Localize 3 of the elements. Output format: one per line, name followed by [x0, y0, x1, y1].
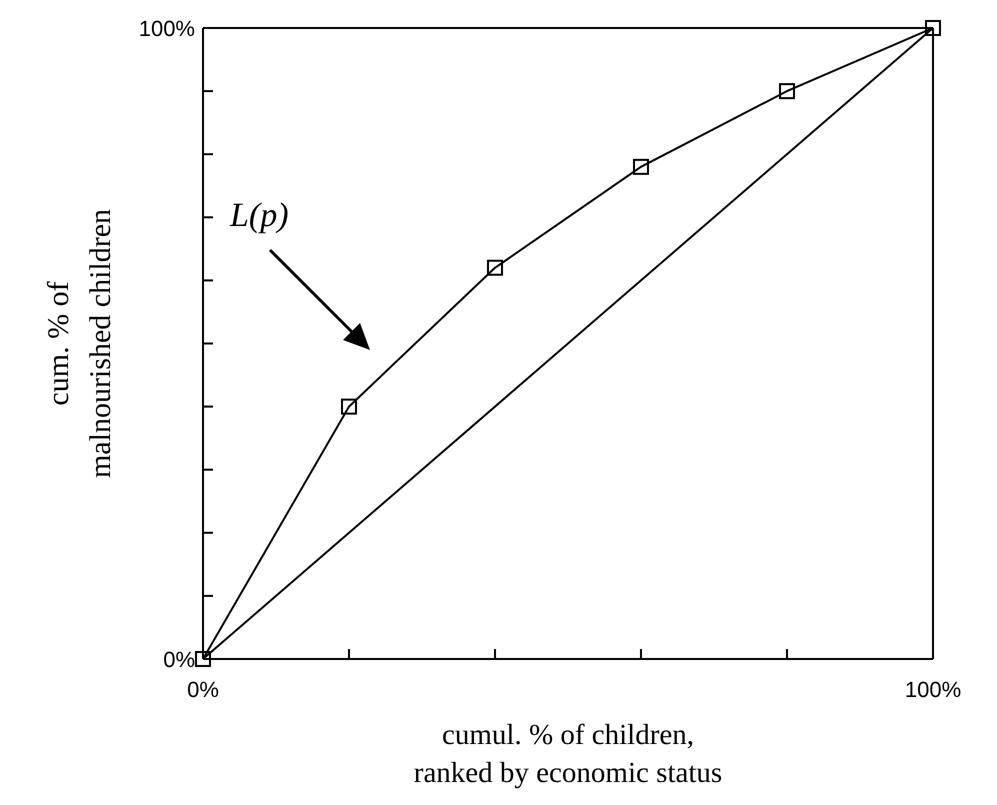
y-axis-title: cum. % of malnourished children: [42, 208, 117, 478]
x-axis-title: cumul. % of children, ranked by economic status: [414, 719, 722, 789]
annotation: L(p): [229, 197, 289, 234]
